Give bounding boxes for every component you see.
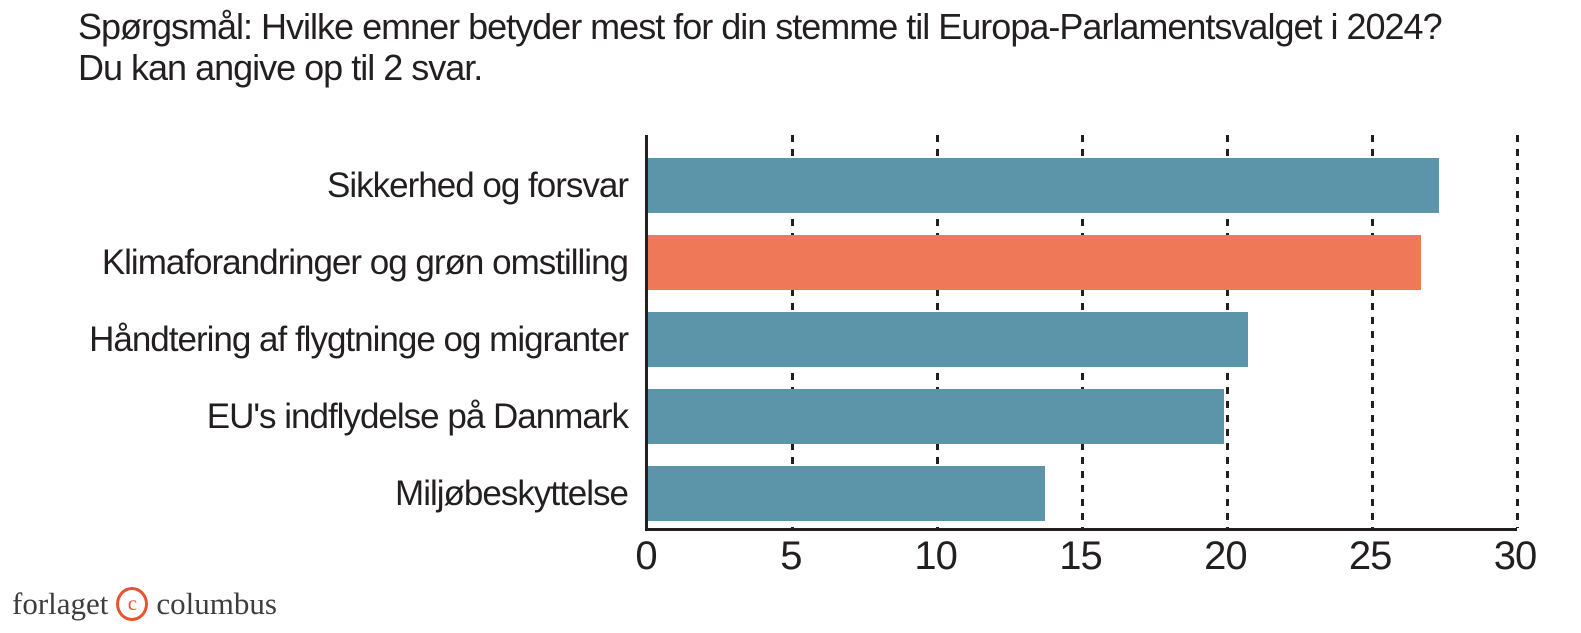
category-label-0: Sikkerhed og forsvar bbox=[327, 165, 629, 205]
category-label-4: Miljøbeskyttelse bbox=[395, 473, 629, 513]
copyright-circle-icon: c bbox=[116, 587, 149, 621]
bar-4 bbox=[648, 465, 1045, 521]
bar-2 bbox=[648, 311, 1248, 367]
x-axis-ticks: 0 5 10 15 20 25 30 bbox=[635, 534, 1537, 584]
gridline bbox=[1370, 135, 1374, 528]
publisher-logo: forlaget c columbus bbox=[12, 586, 277, 622]
copyright-letter: c bbox=[127, 590, 138, 615]
x-tick-label-25: 25 bbox=[1348, 534, 1392, 578]
x-tick-label-30: 30 bbox=[1493, 534, 1537, 578]
x-tick-label-20: 20 bbox=[1204, 534, 1247, 578]
bar-3 bbox=[648, 388, 1225, 444]
publisher-logo-left: forlaget bbox=[12, 586, 109, 621]
category-label-2: Håndtering af flygtninge og migranter bbox=[89, 319, 629, 359]
x-tick-label-5: 5 bbox=[780, 534, 802, 578]
chart-title-line1: Spørgsmål: Hvilke emner betyder mest for… bbox=[78, 6, 1443, 47]
bar-0 bbox=[648, 157, 1439, 213]
chart-title: Spørgsmål: Hvilke emner betyder mest for… bbox=[78, 6, 1443, 88]
plot-area bbox=[645, 135, 1519, 531]
category-labels: Sikkerhed og forsvar Klimaforandringer og… bbox=[0, 135, 629, 528]
x-tick-label-10: 10 bbox=[914, 534, 957, 578]
category-label-3: EU's indflydelse på Danmark bbox=[206, 396, 629, 436]
x-tick-label-0: 0 bbox=[635, 534, 657, 578]
gridline bbox=[1515, 135, 1519, 528]
x-tick-label-15: 15 bbox=[1059, 534, 1102, 578]
category-label-1: Klimaforandringer og grøn omstilling bbox=[101, 242, 629, 282]
publisher-logo-right: columbus bbox=[156, 586, 277, 621]
bar-1 bbox=[648, 234, 1422, 290]
chart-title-line2: Du kan angive op til 2 svar. bbox=[78, 47, 483, 88]
